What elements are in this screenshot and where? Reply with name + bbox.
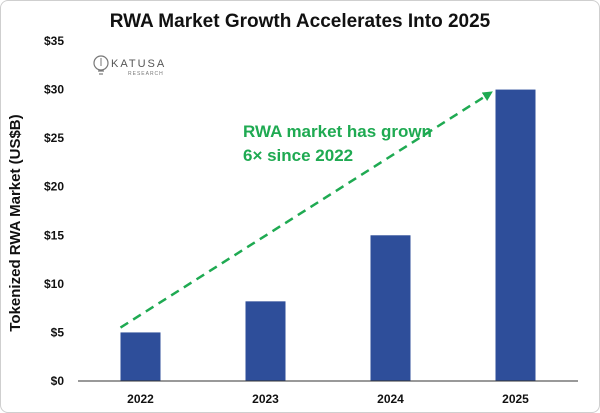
y-tick-label: $0 bbox=[51, 374, 65, 388]
y-tick-label: $10 bbox=[44, 277, 64, 291]
bar-2024 bbox=[370, 235, 411, 381]
trend-arrow bbox=[119, 91, 493, 329]
y-tick-label: $20 bbox=[44, 180, 64, 194]
y-tick-label: $25 bbox=[44, 131, 64, 145]
annotation-line-2: 6× since 2022 bbox=[243, 146, 353, 165]
bars bbox=[120, 89, 536, 382]
x-axis-ticks: 2022 2023 2024 2025 bbox=[127, 392, 529, 406]
lightbulb-icon bbox=[93, 55, 109, 75]
bar-2022 bbox=[120, 332, 161, 381]
y-tick-label: $35 bbox=[44, 34, 64, 48]
bar-2025 bbox=[495, 89, 536, 382]
y-axis-ticks: $0 $5 $10 $15 $20 $25 $30 $35 bbox=[44, 34, 64, 388]
y-tick-label: $5 bbox=[51, 325, 65, 339]
y-tick-label: $15 bbox=[44, 228, 64, 242]
y-tick-label: $30 bbox=[44, 83, 64, 97]
logo-name: KATUSA bbox=[111, 58, 166, 70]
x-tick-label: 2025 bbox=[502, 392, 529, 406]
bar-2023 bbox=[245, 301, 286, 381]
x-tick-label: 2023 bbox=[252, 392, 279, 406]
x-tick-label: 2024 bbox=[377, 392, 404, 406]
chart-title: RWA Market Growth Accelerates Into 2025 bbox=[110, 11, 491, 32]
y-axis-label: Tokenized RWA Market (US$B) bbox=[7, 114, 24, 331]
logo: KATUSA RESEARCH bbox=[93, 55, 166, 77]
x-tick-label: 2022 bbox=[127, 392, 154, 406]
logo-tagline: RESEARCH bbox=[128, 71, 164, 77]
annotation-line-1: RWA market has grown bbox=[243, 122, 432, 141]
